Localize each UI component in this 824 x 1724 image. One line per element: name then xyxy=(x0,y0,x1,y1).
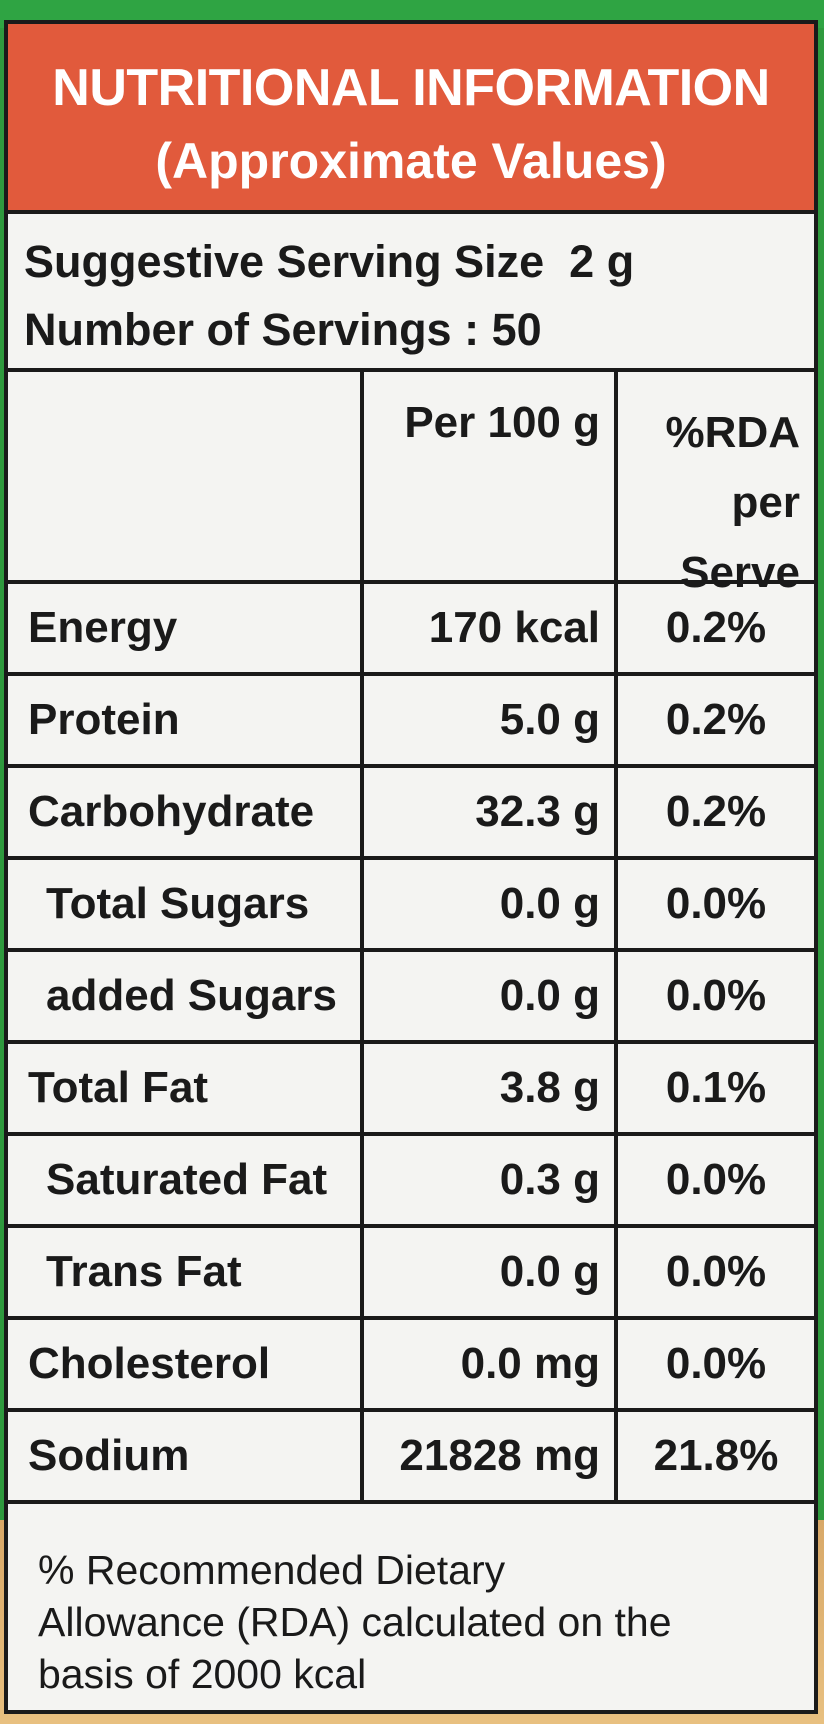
per100-value-cell: 0.0 g xyxy=(364,952,618,1040)
footnote-line: % Recommended Dietary xyxy=(38,1547,506,1593)
table-row: Cholesterol 0.0 mg 0.0% xyxy=(8,1320,814,1412)
serving-info: Suggestive Serving Size 2 g Number of Se… xyxy=(8,214,814,372)
per100-value-cell: 0.0 g xyxy=(364,860,618,948)
serving-size: Suggestive Serving Size 2 g xyxy=(24,236,635,287)
rda-value: 0.2% xyxy=(665,603,767,652)
table-row: Total Sugars 0.0 g 0.0% xyxy=(8,860,814,952)
table-row: Energy 170 kcal 0.2% xyxy=(8,584,814,676)
per100-value-cell: 32.3 g xyxy=(364,768,618,856)
table-header-row: Per 100 g %RDA per Serve xyxy=(8,372,814,597)
rda-value-cell: 0.2% xyxy=(618,676,814,764)
header-rda-line-1: %RDA xyxy=(665,408,800,457)
label-header: NUTRITIONAL INFORMATION (Approximate Val… xyxy=(8,24,814,214)
nutrient-name-cell: Sodium xyxy=(8,1412,364,1500)
per100-value: 5.0 g xyxy=(499,695,600,744)
rda-value-cell: 0.0% xyxy=(618,1228,814,1316)
header-nutrient-cell xyxy=(8,372,364,580)
rda-value-cell: 0.2% xyxy=(618,584,814,672)
rda-value-cell: 0.2% xyxy=(618,768,814,856)
rda-value-cell: 0.0% xyxy=(618,1136,814,1224)
label-subtitle: (Approximate Values) xyxy=(155,133,667,189)
rda-value: 21.8% xyxy=(653,1431,779,1480)
table-row: Total Fat 3.8 g 0.1% xyxy=(8,1044,814,1136)
table-row: Carbohydrate 32.3 g 0.2% xyxy=(8,768,814,860)
nutrient-name-cell: Trans Fat xyxy=(8,1228,364,1316)
nutrient-name: Total Sugars xyxy=(46,879,310,928)
per100-value: 0.0 g xyxy=(499,879,600,928)
table-row: Protein 5.0 g 0.2% xyxy=(8,676,814,768)
per100-value: 32.3 g xyxy=(475,787,600,836)
nutrient-name-cell: Cholesterol xyxy=(8,1320,364,1408)
label-title: NUTRITIONAL INFORMATION xyxy=(52,59,770,117)
rda-value-cell: 0.0% xyxy=(618,952,814,1040)
rda-footnote: % Recommended Dietary Allowance (RDA) ca… xyxy=(8,1522,814,1710)
nutrient-name: Protein xyxy=(28,695,180,744)
table-row: added Sugars 0.0 g 0.0% xyxy=(8,952,814,1044)
rda-value: 0.0% xyxy=(665,1247,767,1296)
nutrient-name-cell: Carbohydrate xyxy=(8,768,364,856)
nutrient-name: Saturated Fat xyxy=(46,1155,328,1204)
per100-value-cell: 170 kcal xyxy=(364,584,618,672)
nutrient-name-cell: Protein xyxy=(8,676,364,764)
table-row: Trans Fat 0.0 g 0.0% xyxy=(8,1228,814,1320)
rda-value-cell: 0.1% xyxy=(618,1044,814,1132)
rda-value: 0.2% xyxy=(665,695,767,744)
per100-value: 3.8 g xyxy=(499,1063,600,1112)
header-rda-line-3: Serve xyxy=(680,548,800,597)
nutrient-name: Carbohydrate xyxy=(28,787,315,836)
per100-value-cell: 3.8 g xyxy=(364,1044,618,1132)
header-per100-label: Per 100 g xyxy=(404,398,600,447)
nutrient-name: Sodium xyxy=(28,1431,190,1480)
nutrient-name: Trans Fat xyxy=(46,1247,242,1296)
nutrient-name-cell: Total Fat xyxy=(8,1044,364,1132)
rda-value: 0.0% xyxy=(665,879,767,928)
per100-value: 0.3 g xyxy=(499,1155,600,1204)
nutrient-name-cell: added Sugars xyxy=(8,952,364,1040)
per100-value-cell: 0.0 mg xyxy=(364,1320,618,1408)
footnote-line: Allowance (RDA) calculated on the xyxy=(38,1599,672,1645)
header-rda-line-2: per xyxy=(731,478,800,527)
per100-value: 170 kcal xyxy=(428,603,600,652)
rda-value: 0.0% xyxy=(665,1155,767,1204)
per100-value-cell: 5.0 g xyxy=(364,676,618,764)
rda-value-cell: 0.0% xyxy=(618,1320,814,1408)
per100-value: 0.0 mg xyxy=(460,1339,600,1388)
per100-value-cell: 0.0 g xyxy=(364,1228,618,1316)
per100-value: 0.0 g xyxy=(499,1247,600,1296)
nutrient-name: Cholesterol xyxy=(28,1339,271,1388)
per100-value: 21828 mg xyxy=(399,1431,600,1480)
table-row: Sodium 21828 mg 21.8% xyxy=(8,1412,814,1504)
per100-value-cell: 21828 mg xyxy=(364,1412,618,1500)
nutrition-table: Per 100 g %RDA per Serve Energy 170 kcal 0… xyxy=(8,372,814,1504)
servings-count: Number of Servings : 50 xyxy=(24,304,542,355)
nutrition-label: NUTRITIONAL INFORMATION (Approximate Val… xyxy=(4,20,818,1714)
nutrient-name-cell: Energy xyxy=(8,584,364,672)
rda-value-cell: 0.0% xyxy=(618,860,814,948)
rda-value: 0.2% xyxy=(665,787,767,836)
table-row: Saturated Fat 0.3 g 0.0% xyxy=(8,1136,814,1228)
footnote-line: basis of 2000 kcal xyxy=(38,1651,367,1697)
per100-value-cell: 0.3 g xyxy=(364,1136,618,1224)
header-per100-cell: Per 100 g xyxy=(364,372,618,580)
rda-value: 0.1% xyxy=(665,1063,767,1112)
nutrient-name: added Sugars xyxy=(46,971,337,1020)
rda-value: 0.0% xyxy=(665,971,767,1020)
rda-value: 0.0% xyxy=(665,1339,767,1388)
header-rda-cell: %RDA per Serve xyxy=(618,372,814,597)
nutrient-name-cell: Saturated Fat xyxy=(8,1136,364,1224)
per100-value: 0.0 g xyxy=(499,971,600,1020)
rda-value-cell: 21.8% xyxy=(618,1412,814,1500)
nutrient-name: Total Fat xyxy=(28,1063,209,1112)
nutrient-name: Energy xyxy=(28,603,178,652)
nutrient-name-cell: Total Sugars xyxy=(8,860,364,948)
